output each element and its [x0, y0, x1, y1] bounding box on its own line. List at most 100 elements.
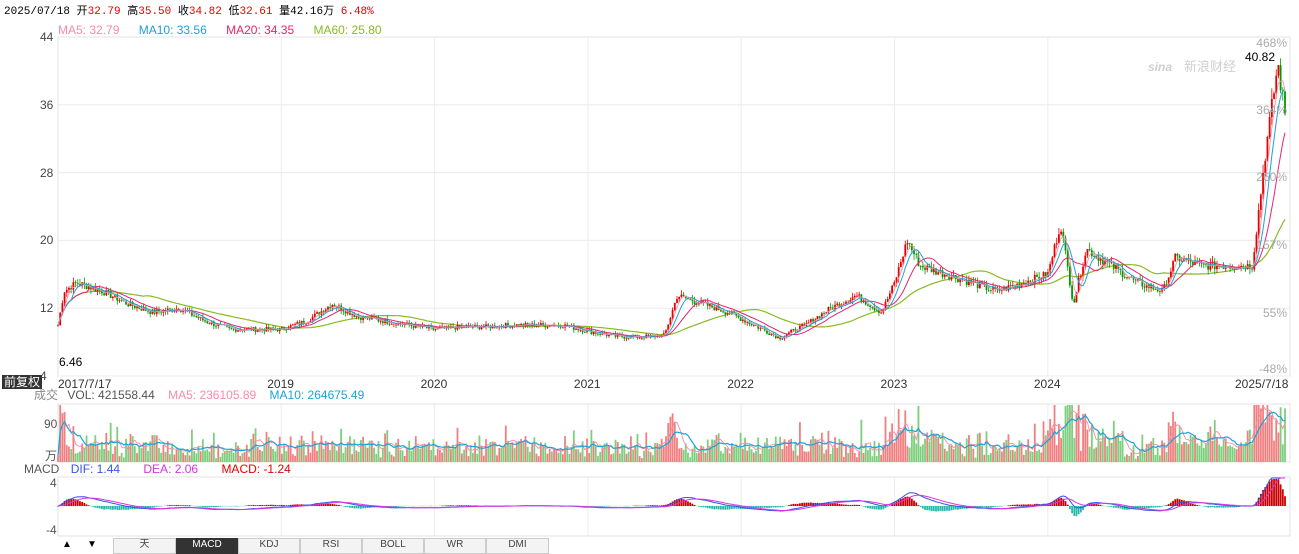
volume-bar [1124, 456, 1126, 462]
volume-bar [509, 445, 511, 462]
candle-body [327, 307, 329, 310]
volume-bar [935, 434, 937, 462]
macd-bar [834, 503, 836, 506]
tab-boll[interactable]: BOLL [362, 538, 424, 554]
candle-body [292, 325, 294, 326]
volume-bar [955, 443, 957, 462]
volume-bar [454, 447, 456, 462]
macd-bar [121, 506, 123, 510]
volume-bar [1242, 446, 1244, 462]
ma20-curve [58, 133, 1285, 337]
volume-bar [860, 420, 862, 462]
macd-bar [1073, 506, 1075, 516]
macd-bar [334, 504, 336, 506]
volume-bar [397, 439, 399, 462]
volume-bar [1071, 405, 1073, 462]
volume-bar [551, 452, 553, 462]
candle-body [1174, 254, 1176, 261]
macd-bar [1016, 505, 1018, 506]
volume-bar [299, 440, 301, 462]
tab-kdj[interactable]: KDJ [238, 538, 300, 554]
macd-bar [1019, 505, 1021, 506]
volume-bar [806, 452, 808, 462]
candle-body [867, 305, 869, 306]
main-frame [58, 37, 1290, 376]
volume-bar [125, 439, 127, 462]
tab-macd[interactable]: MACD [176, 538, 238, 554]
adjust-label[interactable]: 前复权 [2, 375, 42, 389]
macd-bar [944, 506, 946, 511]
tab-dmi[interactable]: DMI [486, 538, 549, 554]
volume-bar [1003, 442, 1005, 462]
macd-bar [1069, 506, 1071, 509]
volume-bar [696, 453, 698, 462]
candle-body [119, 300, 121, 301]
macd-bar [1278, 479, 1280, 506]
volume-bar [981, 446, 983, 462]
volume-bar [1262, 405, 1264, 462]
macd-bar [1078, 506, 1080, 514]
candle-body [112, 297, 114, 298]
macd-bar [935, 506, 937, 511]
candle-body [136, 307, 138, 308]
macd-bar [731, 506, 733, 509]
volume-bar [281, 454, 283, 462]
volume-bar [867, 450, 869, 462]
volume-bar [356, 451, 358, 462]
candle-body [1181, 261, 1183, 262]
candle-body [1177, 254, 1179, 256]
macd-bar [599, 506, 601, 507]
volume-bar [922, 444, 924, 462]
candle-body [786, 335, 788, 337]
candle-body [562, 327, 564, 328]
candle-body [924, 267, 926, 269]
ma10-curve [58, 90, 1285, 337]
macd-bar [1100, 505, 1102, 506]
macd-bar [1098, 504, 1100, 506]
tab-day[interactable]: 天 [113, 538, 176, 554]
macd-bar [1155, 506, 1157, 507]
volume-bar [459, 443, 461, 462]
scroll-up-button[interactable]: ▲ [60, 540, 74, 550]
volume-bar [595, 446, 597, 462]
candle-body [1093, 256, 1095, 257]
macd-bar [281, 505, 283, 506]
candle-body [880, 313, 882, 314]
candle-body [1260, 194, 1262, 210]
volume-bar [498, 448, 500, 462]
volume-bar [786, 446, 788, 462]
volume-bar [465, 446, 467, 462]
macd-bar [97, 506, 99, 508]
watermark-brand: 新浪财经 [1184, 59, 1236, 75]
volume-bar [1056, 445, 1058, 462]
volume-bar [1214, 420, 1216, 462]
volume-bar [876, 456, 878, 462]
candle-body [391, 324, 393, 325]
volume-bar [777, 445, 779, 462]
volume-bar [288, 446, 290, 462]
volume-bar [470, 445, 472, 462]
tab-rsi[interactable]: RSI [300, 538, 362, 554]
tab-wr[interactable]: WR [424, 538, 486, 554]
volume-bar [362, 437, 364, 462]
candle-body [909, 243, 911, 244]
volume-bar [584, 456, 586, 462]
volume-bar [700, 446, 702, 462]
volume-bar [151, 435, 153, 462]
volume-bar [538, 456, 540, 462]
macd-bar [279, 505, 281, 506]
macd-bar [156, 506, 158, 507]
candle-body [536, 326, 538, 327]
volume-bar [757, 437, 759, 462]
macd-bar [852, 505, 854, 506]
volume-bar [823, 453, 825, 462]
volume-bar [162, 445, 164, 462]
macd-bar [187, 505, 189, 506]
scroll-down-button[interactable]: ▼ [85, 540, 99, 550]
volume-bar [327, 444, 329, 462]
volume-bar [650, 452, 652, 462]
volume-bar [1060, 438, 1062, 462]
candle-body [887, 299, 889, 302]
watermark-sub: sina [1148, 60, 1172, 74]
macd-bar [845, 505, 847, 506]
